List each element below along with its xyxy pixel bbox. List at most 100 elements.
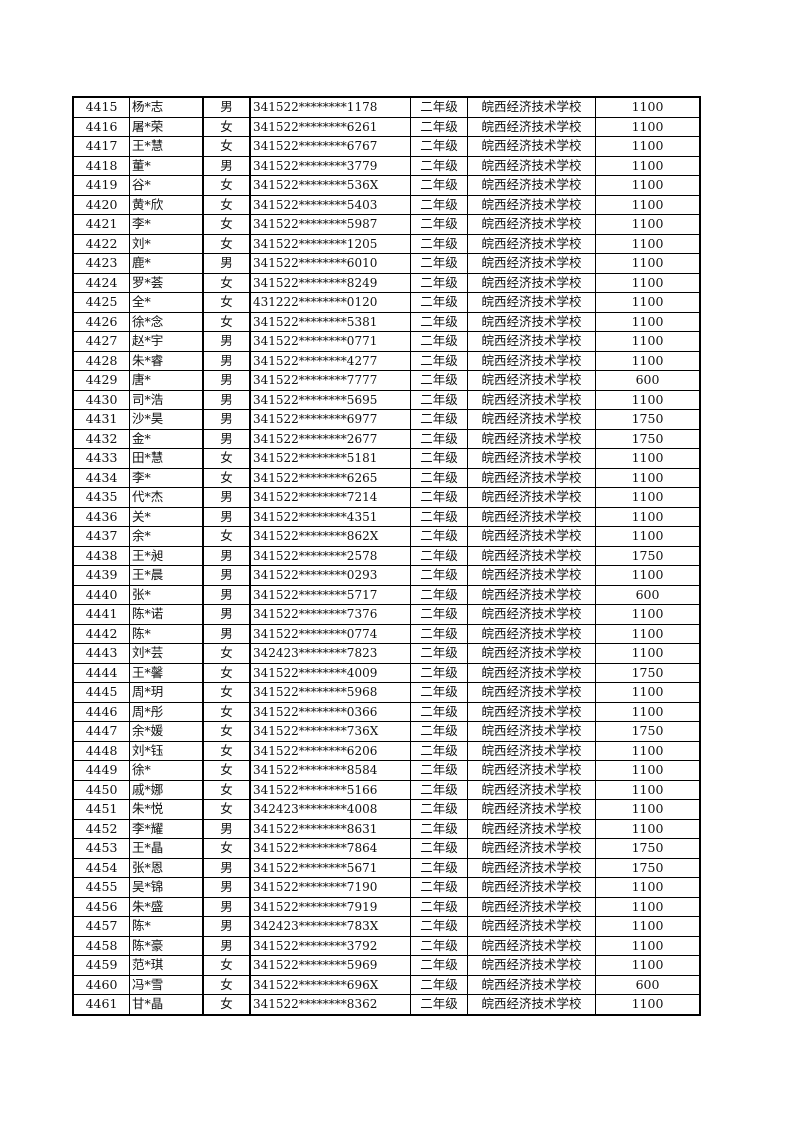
row-number-cell: 4435 — [72, 487, 130, 508]
grade-cell: 二年级 — [410, 233, 468, 254]
amount-cell: 1100 — [595, 136, 701, 157]
amount-cell: 600 — [595, 370, 701, 391]
amount-cell: 1100 — [595, 526, 701, 547]
table-row: 4434 李* 女 341522********6265 二年级 皖西经济技术学校 1100 — [72, 467, 701, 488]
school-cell: 皖西经济技术学校 — [467, 955, 596, 976]
row-number-cell: 4436 — [72, 506, 130, 527]
grade-cell: 二年级 — [410, 643, 468, 664]
table-row: 4433 田*慧女 341522********5181 二年级 皖西经济技术学校 110… — [72, 448, 701, 469]
grade-cell: 二年级 — [410, 662, 468, 683]
gender-cell: 女 — [202, 194, 251, 215]
name-cell: 王*晶 — [129, 838, 204, 859]
amount-cell: 1100 — [595, 818, 701, 839]
amount-cell: 1100 — [595, 994, 701, 1015]
gender-cell: 男 — [202, 96, 251, 118]
row-number-cell: 4442 — [72, 623, 130, 644]
id-number-cell: 341522********8584 — [249, 760, 411, 781]
gender-cell: 男 — [202, 389, 251, 410]
grade-cell: 二年级 — [410, 136, 468, 157]
name-cell: 司*浩 — [129, 389, 204, 410]
amount-cell: 1100 — [595, 760, 701, 781]
id-number-cell: 342423********4008 — [249, 799, 411, 820]
school-cell: 皖西经济技术学校 — [467, 682, 596, 703]
amount-cell: 1100 — [595, 155, 701, 176]
amount-cell: 1750 — [595, 721, 701, 742]
grade-cell: 二年级 — [410, 526, 468, 547]
school-cell: 皖西经济技术学校 — [467, 487, 596, 508]
school-cell: 皖西经济技术学校 — [467, 350, 596, 371]
grade-cell: 二年级 — [410, 565, 468, 586]
table-row: 4432 金* 男 341522********2677 二年级 皖西经济技术学校 1750 — [72, 428, 701, 449]
name-cell: 关* — [129, 506, 204, 527]
name-cell: 杨*志 — [129, 96, 204, 118]
id-number-cell: 341522********2578 — [249, 545, 411, 566]
id-number-cell: 341522********8362 — [249, 994, 411, 1015]
school-cell: 皖西经济技术学校 — [467, 409, 596, 430]
gender-cell: 女 — [202, 974, 251, 995]
grade-cell: 二年级 — [410, 350, 468, 371]
name-cell: 戚*娜 — [129, 779, 204, 800]
school-cell: 皖西经济技术学校 — [467, 155, 596, 176]
gender-cell: 女 — [202, 448, 251, 469]
id-number-cell: 341522********8631 — [249, 818, 411, 839]
school-cell: 皖西经济技术学校 — [467, 233, 596, 254]
name-cell: 陈* — [129, 623, 204, 644]
grade-cell: 二年级 — [410, 779, 468, 800]
name-cell: 谷* — [129, 175, 204, 196]
table-row: 4421 李* 女 341522********5987 二年级 皖西经济技术学校 1100 — [72, 214, 701, 235]
grade-cell: 二年级 — [410, 389, 468, 410]
school-cell: 皖西经济技术学校 — [467, 935, 596, 956]
grade-cell: 二年级 — [410, 545, 468, 566]
id-number-cell: 341522********5695 — [249, 389, 411, 410]
table-row: 4449 徐* 女 341522********8584 二年级 皖西经济技术学校 1100 — [72, 760, 701, 781]
grade-cell: 二年级 — [410, 857, 468, 878]
id-number-cell: 341522********7214 — [249, 487, 411, 508]
grade-cell: 二年级 — [410, 877, 468, 898]
name-cell: 李* — [129, 214, 204, 235]
gender-cell: 女 — [202, 467, 251, 488]
school-cell: 皖西经济技术学校 — [467, 428, 596, 449]
row-number-cell: 4428 — [72, 350, 130, 371]
id-number-cell: 341522********2677 — [249, 428, 411, 449]
school-cell: 皖西经济技术学校 — [467, 96, 596, 118]
id-number-cell: 341522********0774 — [249, 623, 411, 644]
row-number-cell: 4452 — [72, 818, 130, 839]
name-cell: 徐* — [129, 760, 204, 781]
name-cell: 周*彤 — [129, 701, 204, 722]
row-number-cell: 4443 — [72, 643, 130, 664]
row-number-cell: 4422 — [72, 233, 130, 254]
table-row: 4428 朱*睿男 341522********4277 二年级 皖西经济技术学校 110… — [72, 350, 701, 371]
id-number-cell: 341522********7864 — [249, 838, 411, 859]
grade-cell: 二年级 — [410, 721, 468, 742]
table-row: 4424 罗*荟女 341522********8249 二年级 皖西经济技术学校 110… — [72, 272, 701, 293]
table-row: 4440 张* 男 341522********5717 二年级 皖西经济技术学校 600 — [72, 584, 701, 605]
name-cell: 余*媛 — [129, 721, 204, 742]
row-number-cell: 4424 — [72, 272, 130, 293]
grade-cell: 二年级 — [410, 409, 468, 430]
school-cell: 皖西经济技术学校 — [467, 760, 596, 781]
amount-cell: 1750 — [595, 662, 701, 683]
gender-cell: 女 — [202, 955, 251, 976]
school-cell: 皖西经济技术学校 — [467, 994, 596, 1015]
amount-cell: 1100 — [595, 350, 701, 371]
id-number-cell: 341522********3779 — [249, 155, 411, 176]
grade-cell: 二年级 — [410, 253, 468, 274]
gender-cell: 男 — [202, 565, 251, 586]
id-number-cell: 341522********8249 — [249, 272, 411, 293]
row-number-cell: 4427 — [72, 331, 130, 352]
id-number-cell: 341522********5987 — [249, 214, 411, 235]
name-cell: 陈* — [129, 916, 204, 937]
id-number-cell: 341522********6206 — [249, 740, 411, 761]
table-row: 4429 唐* 男 341522********7777 二年级 皖西经济技术学校 600 — [72, 370, 701, 391]
table-row: 4446 周*彤女 341522********0366 二年级 皖西经济技术学校 110… — [72, 701, 701, 722]
table-row: 4442 陈* 男 341522********0774 二年级 皖西经济技术学校 1100 — [72, 623, 701, 644]
id-number-cell: 341522********6010 — [249, 253, 411, 274]
row-number-cell: 4461 — [72, 994, 130, 1015]
id-number-cell: 341522********6977 — [249, 409, 411, 430]
id-number-cell: 341522********0771 — [249, 331, 411, 352]
grade-cell: 二年级 — [410, 370, 468, 391]
amount-cell: 1100 — [595, 233, 701, 254]
row-number-cell: 4458 — [72, 935, 130, 956]
id-number-cell: 341522********536X — [249, 175, 411, 196]
gender-cell: 男 — [202, 331, 251, 352]
